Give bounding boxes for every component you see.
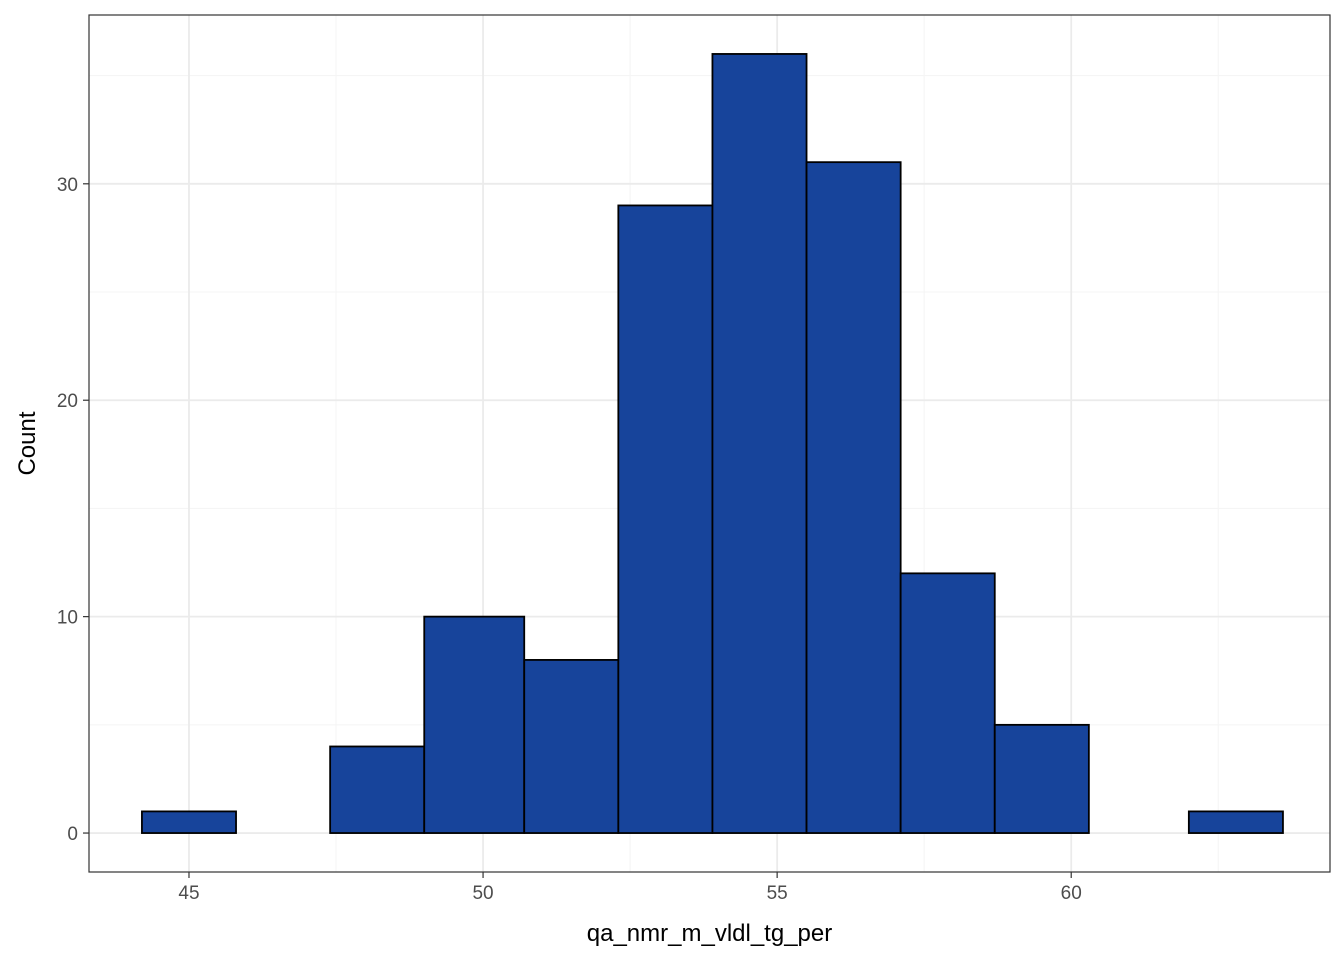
x-tick-label: 55 xyxy=(767,883,788,904)
x-tick-label: 60 xyxy=(1061,883,1082,904)
y-tick-label: 20 xyxy=(57,391,78,412)
histogram-bar xyxy=(329,745,426,834)
panel-border xyxy=(88,14,1331,873)
y-tick-label: 10 xyxy=(57,608,78,629)
x-axis: 45 50 55 60 xyxy=(178,872,1082,904)
histogram-bar xyxy=(423,615,526,834)
histogram-bar xyxy=(1187,810,1284,834)
histogram-bar xyxy=(523,659,620,834)
histogram-bar xyxy=(617,204,714,834)
y-tick-label: 30 xyxy=(57,175,78,196)
histogram-bar xyxy=(993,723,1090,834)
y-axis-title: Count xyxy=(14,411,41,475)
y-axis: 0 10 20 30 xyxy=(57,175,89,845)
x-tick-label: 45 xyxy=(178,883,199,904)
histogram-bar xyxy=(711,53,808,834)
histogram-bar xyxy=(899,572,996,834)
histogram-bar xyxy=(141,810,237,834)
x-axis-title: qa_nmr_m_vldl_tg_per xyxy=(587,920,832,947)
histogram-bars xyxy=(141,53,1284,834)
x-tick-label: 50 xyxy=(472,883,493,904)
histogram-bar xyxy=(805,161,902,834)
y-tick-label: 0 xyxy=(67,824,78,845)
